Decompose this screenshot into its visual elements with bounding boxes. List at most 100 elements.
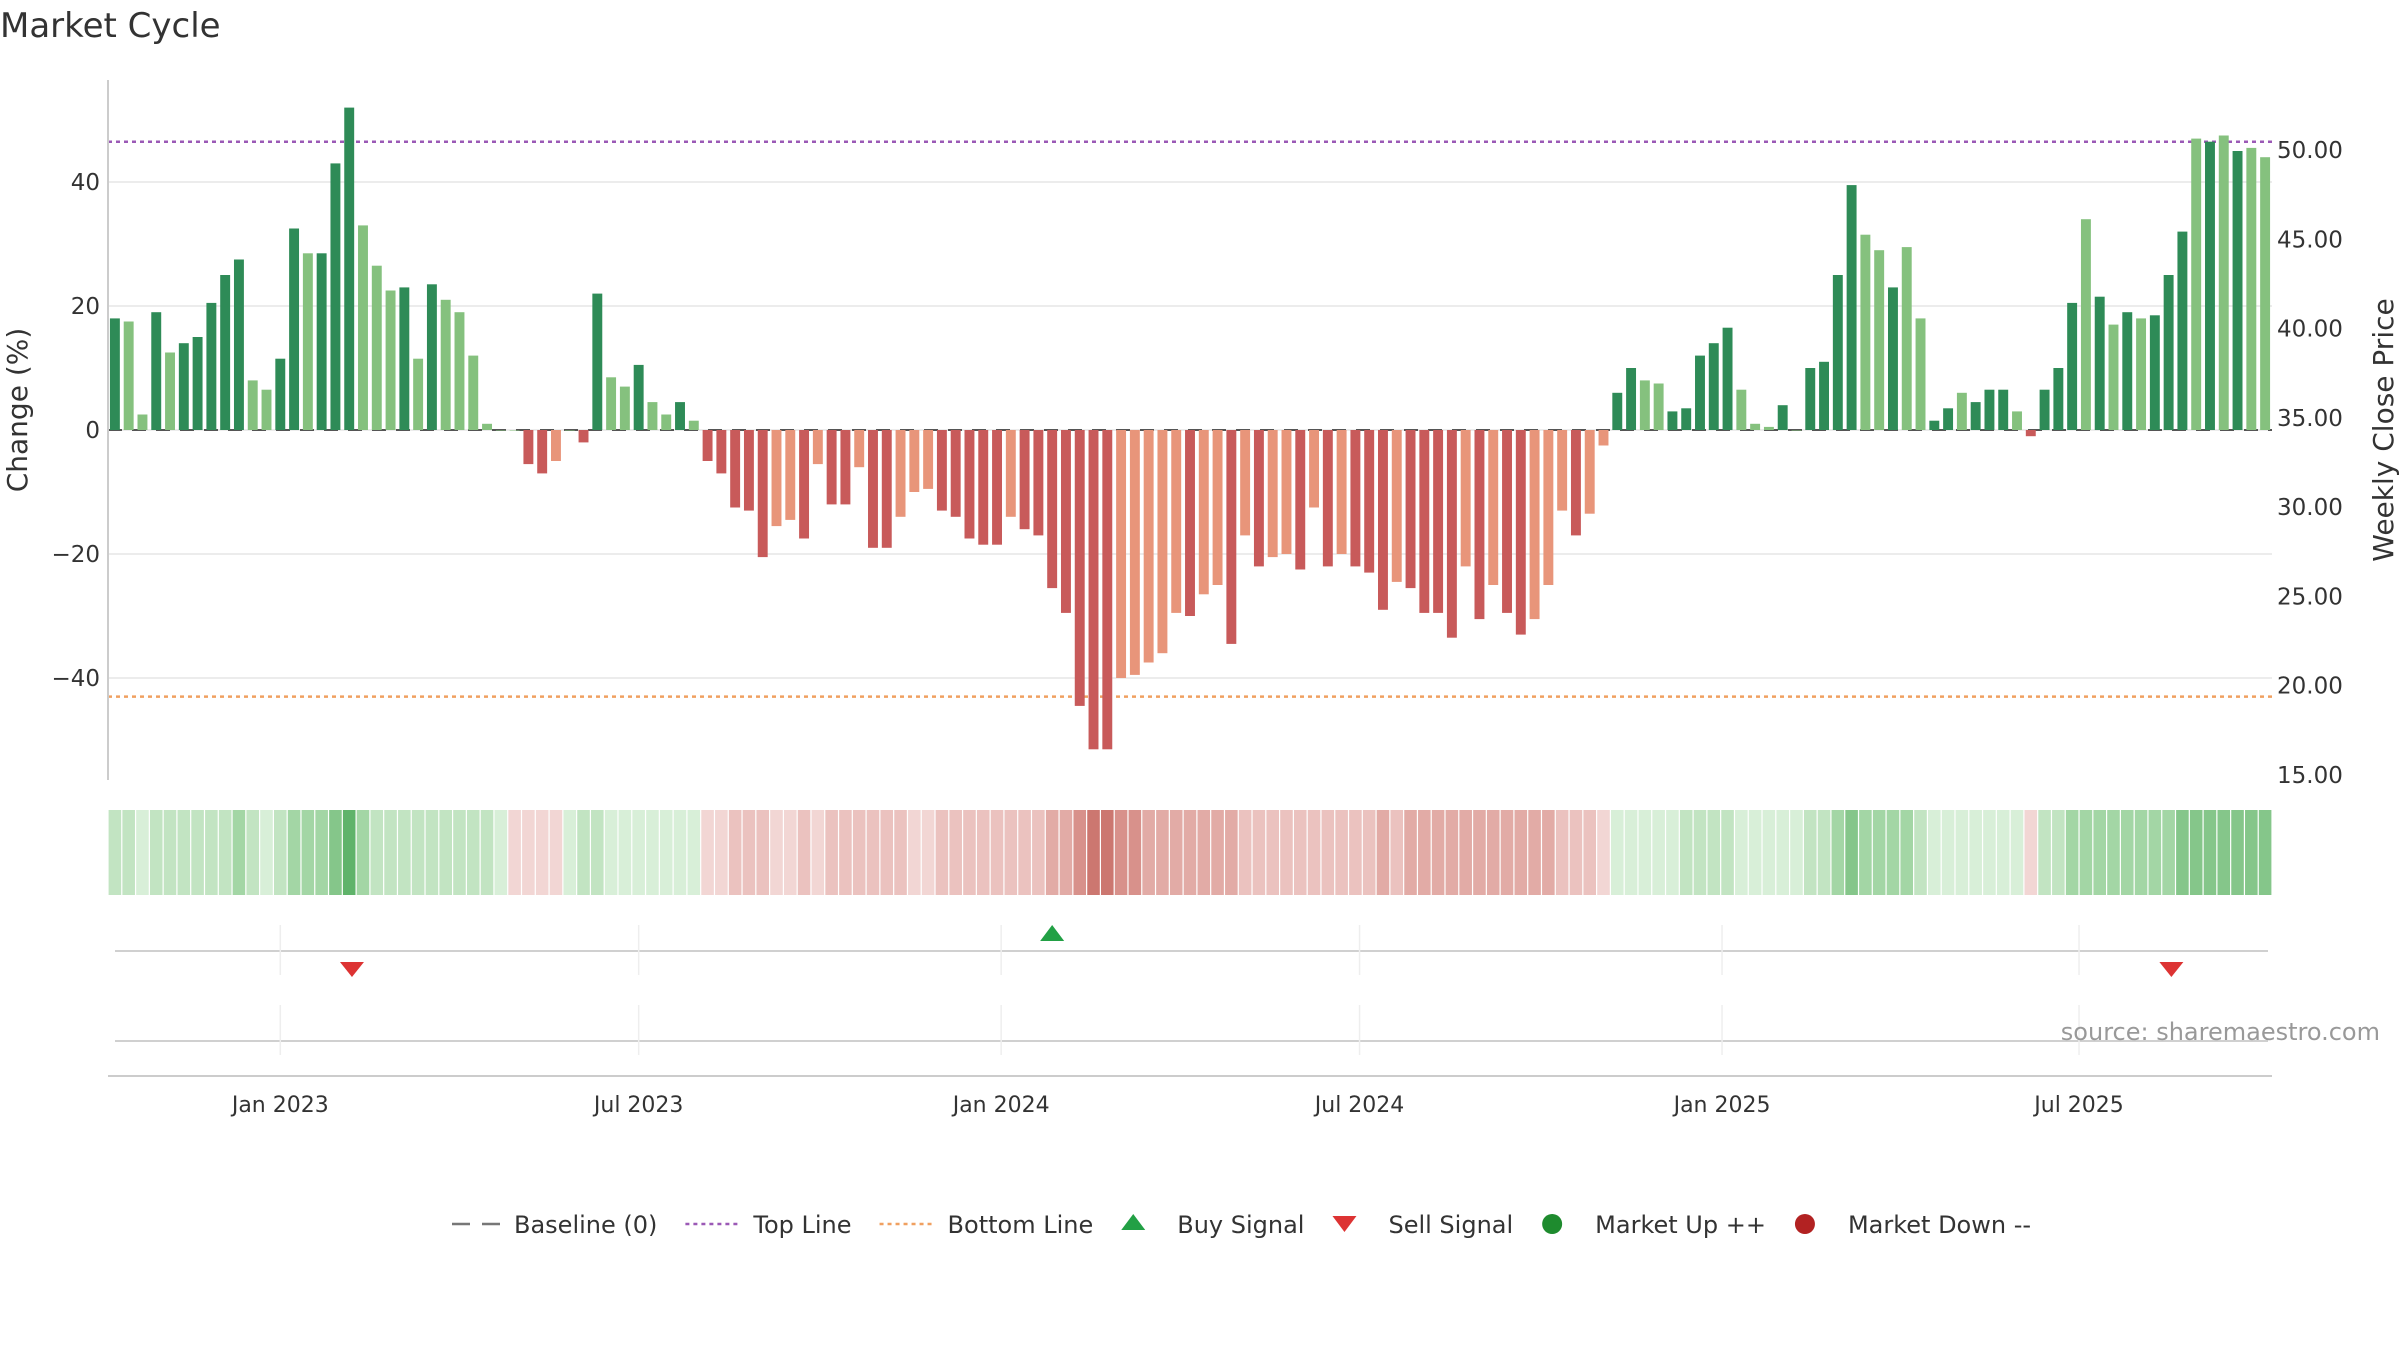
heat-cell	[935, 810, 949, 895]
heat-cell	[1142, 810, 1155, 895]
heat-cell	[1679, 810, 1693, 895]
change-bar	[1860, 234, 1871, 430]
heat-cell	[439, 810, 452, 895]
change-bar	[1970, 402, 1981, 430]
change-bar	[716, 430, 727, 474]
heat-cell	[701, 810, 714, 895]
heat-cell	[1776, 810, 1789, 895]
heat-cell	[1349, 810, 1362, 895]
change-bar	[868, 430, 878, 548]
heat-cell	[2162, 810, 2175, 895]
heat-cell	[1859, 810, 1872, 895]
change-bar	[550, 430, 561, 461]
heat-cell	[1486, 810, 1500, 895]
change-bar	[1998, 389, 2009, 430]
change-bar	[1405, 430, 1416, 589]
change-bar	[247, 380, 258, 430]
x-tick-label: Jan 2024	[951, 1093, 1050, 1118]
heat-cell	[1900, 810, 1914, 895]
heat-cell	[1500, 810, 1514, 895]
heat-cell	[315, 810, 328, 895]
change-bar	[192, 337, 203, 430]
change-bar	[1116, 430, 1127, 678]
change-bar	[2260, 157, 2271, 430]
change-bar	[2108, 324, 2119, 430]
change-bar	[1446, 430, 1457, 638]
heat-cell	[756, 810, 770, 895]
change-bar	[123, 321, 134, 430]
change-bar	[619, 386, 630, 430]
change-bar	[1143, 430, 1154, 663]
heat-cell	[1969, 810, 1982, 895]
heat-cell	[921, 810, 935, 895]
heat-cell	[770, 810, 783, 895]
y-axis-right-title: Weekly Close Price	[2367, 298, 2400, 561]
change-bar	[564, 430, 575, 431]
heat-cell	[218, 810, 232, 895]
change-bar	[1364, 430, 1375, 573]
heat-cell	[1280, 810, 1293, 895]
x-tick-label: Jul 2025	[2032, 1093, 2124, 1118]
change-bar	[178, 343, 189, 430]
heat-cell	[1721, 810, 1734, 895]
heat-cell	[963, 810, 976, 895]
change-bar	[1033, 430, 1044, 536]
change-bar	[1253, 430, 1264, 567]
heat-cell	[1528, 810, 1541, 895]
change-bar	[165, 352, 175, 430]
heat-cell	[1018, 810, 1031, 895]
heat-cell	[2176, 810, 2189, 895]
heat-cell	[508, 810, 521, 895]
change-bar	[1736, 389, 1747, 430]
change-bar	[1846, 185, 1857, 430]
change-bar	[1198, 430, 1209, 595]
change-bar	[233, 259, 244, 430]
change-bar	[1819, 361, 1830, 430]
heat-cell	[880, 810, 894, 895]
change-bar	[854, 430, 865, 468]
change-bar	[1915, 318, 1926, 430]
change-bar	[289, 228, 300, 430]
change-bar	[523, 430, 534, 465]
legend-label: Sell Signal	[1388, 1211, 1513, 1239]
change-bar	[2136, 318, 2147, 430]
change-bar	[1708, 343, 1719, 430]
change-bars	[109, 107, 2271, 750]
legend-label: Buy Signal	[1177, 1211, 1304, 1239]
right-tick-label: 15.00	[2277, 763, 2343, 789]
change-bar	[358, 225, 368, 430]
change-bar	[1763, 426, 1774, 430]
heat-cell	[2245, 810, 2258, 895]
change-bar	[702, 430, 713, 461]
legend-label: Market Up ++	[1595, 1211, 1766, 1239]
heat-cell	[1817, 810, 1831, 895]
heat-cell	[2134, 810, 2148, 895]
legend-item: Baseline (0)	[452, 1211, 657, 1239]
heat-cell	[1583, 810, 1597, 895]
heat-cell	[1418, 810, 1431, 895]
heat-cell	[149, 810, 163, 895]
heat-cell	[2258, 810, 2272, 895]
change-bar	[661, 414, 672, 430]
heat-cell	[2079, 810, 2093, 895]
change-bar	[1667, 411, 1678, 430]
buy-signal-marker	[1040, 925, 1065, 941]
change-bar	[468, 355, 479, 430]
heat-cell	[1555, 810, 1569, 895]
change-bar	[1543, 430, 1554, 585]
heat-cell	[949, 810, 962, 895]
heat-cell	[425, 810, 439, 895]
legend-item: Market Up ++	[1542, 1211, 1766, 1239]
change-bar	[509, 430, 520, 431]
change-bar	[220, 275, 231, 430]
change-bar	[109, 318, 120, 430]
change-bar	[1019, 430, 1030, 530]
heat-cell	[1238, 810, 1252, 895]
change-bar	[1226, 430, 1237, 644]
change-bar	[757, 430, 768, 558]
heat-cell	[563, 810, 577, 895]
change-bar	[385, 290, 396, 430]
heat-cell	[356, 810, 370, 895]
heat-cell	[232, 810, 246, 895]
heat-cell	[1928, 810, 1941, 895]
